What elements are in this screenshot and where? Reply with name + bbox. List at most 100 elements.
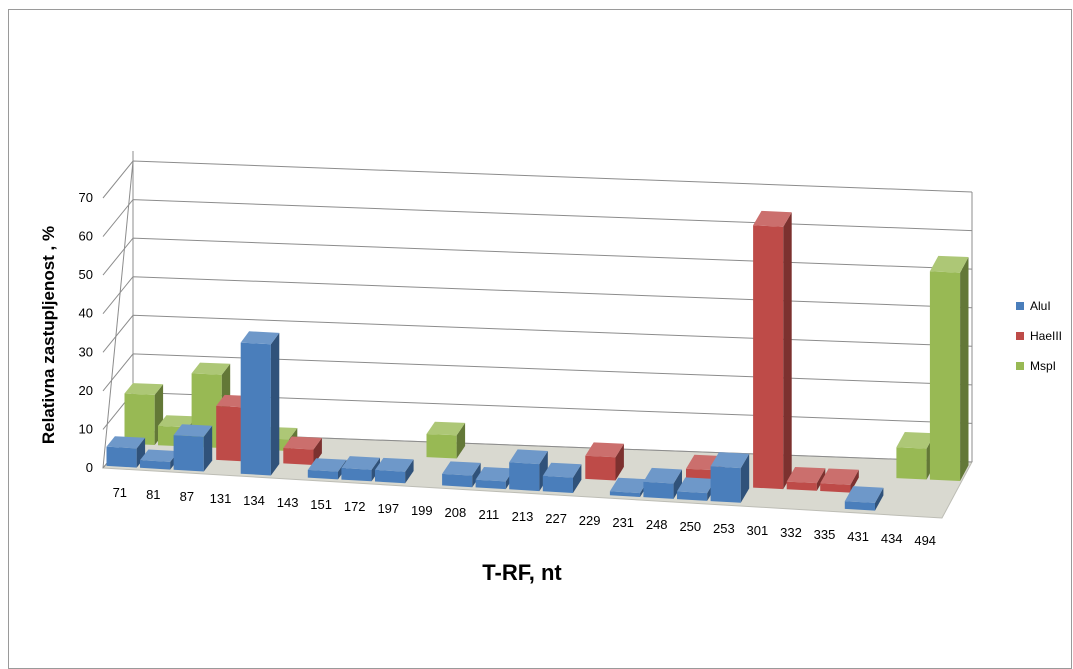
bar-front-face — [240, 342, 271, 476]
gridline — [102, 314, 973, 353]
bar-side-face — [615, 443, 624, 481]
bar-front-face — [307, 469, 338, 480]
bar-top-face — [307, 458, 347, 472]
legend-item-MspI: MspI — [1016, 359, 1056, 373]
y-axis-title: Relativna zastupljenost , % — [39, 226, 58, 444]
bar-MspI-434 — [896, 432, 935, 480]
bar-top-face — [140, 449, 179, 462]
bar-AluI-172 — [341, 456, 380, 482]
bar-top-face — [643, 467, 682, 484]
bar-AluI-197 — [375, 457, 414, 484]
bar-top-face — [475, 467, 515, 482]
legend: AluI HaeIII MspI — [1016, 299, 1062, 373]
bar-top-face — [710, 452, 750, 469]
bar-front-face — [283, 448, 314, 465]
bar-front-face — [643, 481, 674, 499]
bar-front-face — [509, 462, 540, 492]
bar-MspI-494 — [929, 255, 969, 481]
bar-side-face — [875, 487, 884, 511]
bar-side-face — [816, 468, 826, 491]
bar-top-face — [609, 477, 649, 494]
gridline — [102, 160, 973, 199]
bar-top-face — [677, 477, 716, 494]
bar-AluI-208 — [442, 461, 481, 488]
x-tick-label: 301 — [747, 523, 769, 538]
bar-side-face — [673, 469, 682, 499]
bar-top-face — [158, 415, 197, 428]
bar-top-face — [542, 462, 582, 478]
bar-front-face — [216, 405, 247, 462]
bar-front-face — [896, 447, 927, 480]
bar-side-face — [472, 462, 481, 488]
chart-frame — [8, 9, 1072, 669]
x-tick-label: 335 — [814, 527, 836, 542]
bar-side-face — [850, 469, 859, 493]
x-tick-label: 231 — [612, 515, 634, 530]
x-tick-label: 134 — [243, 493, 265, 508]
x-tick-label: 199 — [411, 503, 433, 518]
bar-front-face — [820, 483, 851, 493]
bar-top-face — [240, 331, 280, 345]
x-tick-label: 213 — [512, 509, 534, 524]
bars — [106, 210, 969, 511]
bar-top-face — [585, 442, 624, 458]
bar-front-face — [341, 468, 372, 482]
bar-front-face — [173, 435, 204, 472]
bar-top-face — [191, 362, 231, 375]
bar-front-face — [844, 501, 875, 511]
gridline — [102, 276, 973, 315]
bar-top-face — [844, 486, 884, 503]
bar-side-face — [960, 257, 969, 481]
bar-AluI-134 — [240, 331, 280, 476]
bar-top-face — [106, 436, 146, 449]
x-tick-label: 253 — [713, 521, 735, 536]
bar-AluI-213 — [509, 449, 548, 492]
bar-HaeIII-301 — [753, 210, 792, 490]
y-tick-label: 70 — [79, 190, 93, 205]
y-tick-label: 30 — [79, 344, 93, 359]
y-tick-label: 20 — [79, 383, 93, 398]
bar-side-face — [740, 453, 750, 503]
x-tick-label: 332 — [780, 525, 802, 540]
bar-front-face — [106, 446, 137, 468]
bar-AluI-71 — [106, 436, 146, 468]
bar-top-face — [786, 467, 826, 484]
bar-MspI-199 — [426, 421, 466, 459]
y-tick-label: 40 — [79, 306, 93, 321]
bar-AluI-253 — [710, 452, 750, 503]
bar-top-face — [426, 421, 466, 436]
bar-side-face — [405, 459, 414, 484]
bar-side-face — [573, 464, 582, 493]
bar-front-face — [609, 491, 641, 497]
x-tick-label: 208 — [445, 505, 467, 520]
x-tick-label: 143 — [277, 495, 299, 510]
x-tick-label: 248 — [646, 517, 668, 532]
bar-top-face — [124, 383, 164, 395]
bar-HaeIII-229 — [585, 442, 624, 481]
x-tick-label: 431 — [847, 529, 869, 544]
bar-top-face — [341, 456, 380, 470]
x-tick-label: 229 — [579, 513, 601, 528]
x-tick-label: 250 — [679, 519, 701, 534]
bar-HaeIII-332 — [786, 467, 826, 491]
x-tick-label: 227 — [545, 511, 567, 526]
bar-front-face — [585, 455, 616, 481]
y-axis-ticks: 0 10 20 30 40 50 60 70 — [79, 190, 93, 475]
bar-front-face — [542, 475, 573, 493]
gridline — [102, 237, 973, 276]
x-tick-label: 434 — [881, 531, 903, 546]
side-wall-edge — [102, 160, 134, 469]
bar-front-face — [786, 481, 817, 491]
x-tick-label: 494 — [914, 533, 936, 548]
bar-front-face — [475, 479, 506, 490]
bar-side-face — [783, 212, 792, 490]
x-tick-label: 172 — [344, 499, 366, 514]
bar-AluI-87 — [173, 424, 213, 472]
bar-top-face — [929, 255, 969, 273]
bar-AluI-248 — [643, 467, 682, 499]
bar-front-face — [140, 460, 171, 470]
bar-top-face — [375, 457, 414, 472]
bar-side-face — [270, 332, 280, 476]
x-tick-label: 71 — [113, 485, 127, 500]
bar-side-face — [203, 425, 213, 472]
